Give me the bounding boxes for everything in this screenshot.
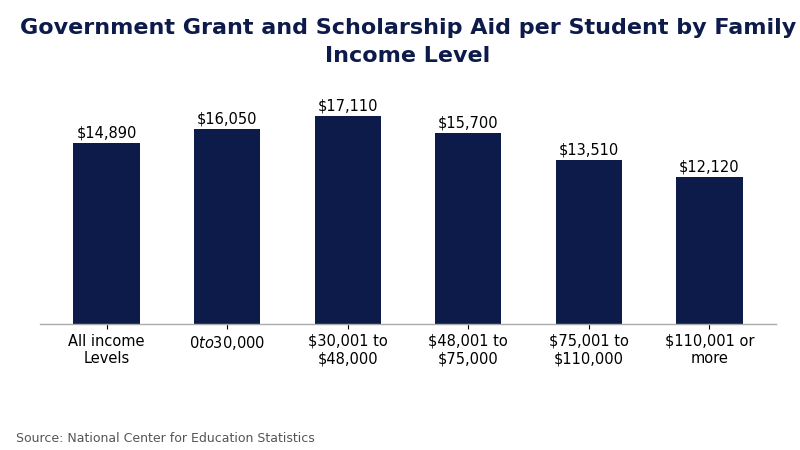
Bar bbox=[556, 160, 622, 324]
Bar bbox=[194, 129, 260, 324]
Bar bbox=[676, 177, 742, 324]
Bar bbox=[74, 143, 140, 324]
Bar bbox=[314, 116, 381, 324]
Text: $13,510: $13,510 bbox=[558, 142, 619, 157]
Text: $15,700: $15,700 bbox=[438, 116, 498, 131]
Title: Government Grant and Scholarship Aid per Student by Family
Income Level: Government Grant and Scholarship Aid per… bbox=[20, 18, 796, 66]
Text: $12,120: $12,120 bbox=[679, 159, 740, 174]
Text: $16,050: $16,050 bbox=[197, 112, 258, 126]
Text: $17,110: $17,110 bbox=[318, 99, 378, 114]
Bar bbox=[435, 133, 502, 324]
Text: Source: National Center for Education Statistics: Source: National Center for Education St… bbox=[16, 432, 314, 446]
Text: $14,890: $14,890 bbox=[77, 126, 137, 141]
